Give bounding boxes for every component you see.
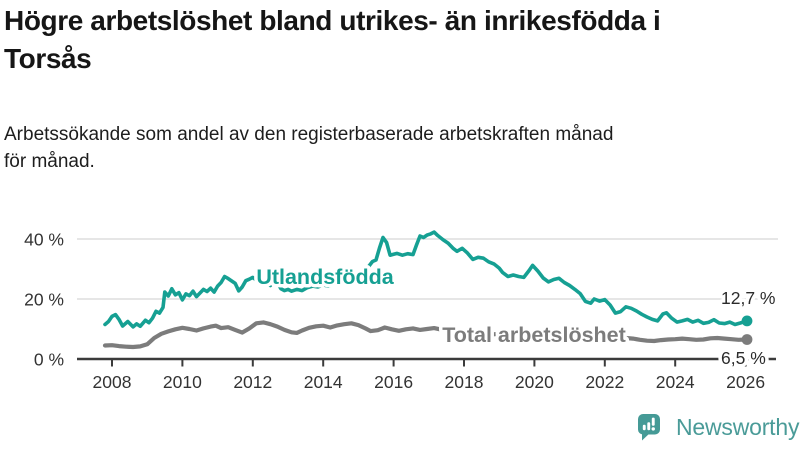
x-tick-label: 2014	[304, 372, 343, 392]
y-tick-label: 40 %	[24, 230, 64, 250]
x-tick-label: 2016	[374, 372, 413, 392]
newsworthy-bar-chart-bubble-icon	[638, 414, 660, 441]
series-line-utlandsf-dda	[103, 230, 749, 329]
x-tick-label: 2008	[93, 372, 132, 392]
page-title: Högre arbetslöshet bland utrikes- än inr…	[4, 2, 661, 78]
page-title-line-2: Torsås	[4, 43, 92, 74]
x-tick-label: 2026	[726, 372, 765, 392]
newsworthy-logo[interactable]: Newsworthy	[637, 413, 799, 441]
series-line-total-arbetsl-shet	[102, 320, 750, 350]
series-end-dot-total-arbetsl-shet	[741, 334, 753, 345]
y-tick-label: 20 %	[24, 290, 64, 310]
chart-subtitle-line-2: för månad.	[4, 151, 95, 172]
x-tick-label: 2022	[585, 372, 624, 392]
series-label-total-arbetsl-shet: Total arbetslöshet	[442, 323, 626, 347]
newsworthy-logo-text: Newsworthy	[676, 413, 800, 440]
x-tick-label: 2018	[445, 372, 484, 392]
end-value-label-utlandsf-dda: 12,7 %	[721, 288, 775, 308]
x-tick-label: 2012	[233, 372, 272, 392]
y-tick-label: 0 %	[34, 350, 64, 370]
x-tick-label: 2024	[656, 372, 695, 392]
series-end-dot-utlandsf-dda	[741, 315, 753, 327]
end-value-label-total-arbetsl-shet: 6,5 %	[721, 348, 766, 368]
x-tick-label: 2020	[515, 372, 554, 392]
chart-subtitle-line-1: Arbetssökande som andel av den registerb…	[4, 124, 614, 145]
series-label-utlandsf-dda: Utlandsfödda	[256, 265, 394, 289]
x-tick-label: 2010	[163, 372, 202, 392]
page-title-line-1: Högre arbetslöshet bland utrikes- än inr…	[4, 5, 661, 36]
chart-subtitle: Arbetssökande som andel av den registerb…	[4, 121, 613, 175]
